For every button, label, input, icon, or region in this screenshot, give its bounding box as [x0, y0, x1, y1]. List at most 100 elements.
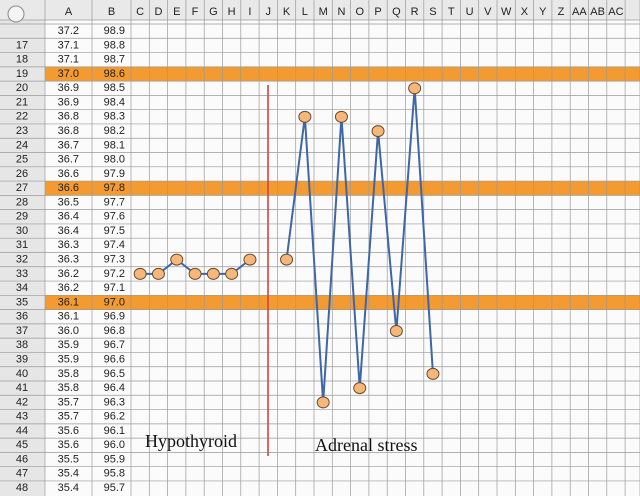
cell-b: 98.5: [104, 82, 125, 94]
cell-b: 97.5: [104, 225, 125, 237]
cell-b: 98.3: [104, 111, 125, 123]
data-point: [206, 267, 220, 280]
row-number: 31: [16, 239, 28, 251]
column-header: A: [65, 6, 73, 18]
column-header: K: [283, 6, 291, 18]
column-header: E: [173, 6, 180, 18]
cell-b: 96.3: [104, 396, 125, 408]
cell-a: 37.1: [58, 54, 79, 66]
cell-a: 36.6: [58, 168, 79, 180]
data-point: [371, 125, 385, 138]
cell-b: 95.8: [104, 468, 125, 480]
cell-b: 96.7: [104, 339, 125, 351]
cell-a: 36.9: [58, 96, 79, 108]
row-number: 24: [16, 139, 28, 151]
row-number: 22: [16, 111, 28, 123]
cell-a: 36.1: [58, 296, 79, 308]
cell-b: 96.0: [104, 439, 125, 451]
cell-a: 35.8: [58, 368, 79, 380]
row-number: 30: [16, 225, 28, 237]
cell-a: 35.6: [58, 439, 79, 451]
cell-a: 35.9: [58, 353, 79, 365]
row-number: 18: [16, 54, 28, 66]
cell-b: 97.3: [104, 254, 125, 266]
row-number: 46: [16, 453, 28, 465]
cell-b: 98.9: [104, 25, 125, 37]
column-header: B: [108, 6, 115, 18]
cell-a: 37.0: [58, 68, 79, 80]
data-point: [353, 382, 367, 395]
column-header: AA: [572, 6, 587, 18]
cell-a: 36.5: [58, 196, 79, 208]
cell-b: 98.7: [104, 54, 125, 66]
row-number: 36: [16, 311, 28, 323]
data-point: [408, 82, 422, 95]
cell-b: 97.0: [104, 296, 125, 308]
cell-b: 98.2: [104, 125, 125, 137]
cell-a: 36.4: [58, 211, 79, 223]
row-number: 21: [16, 96, 28, 108]
row-number: 43: [16, 411, 28, 423]
highlighted-row: [45, 181, 640, 196]
cell-b: 97.1: [104, 282, 125, 294]
column-header: L: [302, 6, 308, 18]
data-point: [225, 267, 239, 280]
annotation: Hypothyroid: [145, 431, 237, 451]
cell-a: 36.3: [58, 239, 79, 251]
cell-b: 96.4: [104, 382, 125, 394]
cell-b: 97.8: [104, 182, 125, 194]
column-header: Q: [392, 6, 401, 18]
column-header: F: [192, 6, 199, 18]
cell-a: 36.3: [58, 254, 79, 266]
column-header: C: [136, 6, 144, 18]
row-number: 40: [16, 368, 28, 380]
column-header: X: [521, 6, 529, 18]
cell-a: 36.7: [58, 154, 79, 166]
column-header: I: [248, 6, 251, 18]
row-number: 35: [16, 296, 28, 308]
column-header: D: [154, 6, 162, 18]
cell-a: 35.4: [58, 468, 79, 480]
column-header: AB: [590, 6, 605, 18]
column-header: Z: [558, 6, 565, 18]
highlighted-row: [45, 295, 640, 310]
row-number: 37: [16, 325, 28, 337]
row-number: 39: [16, 353, 28, 365]
cell-b: 98.8: [104, 39, 125, 51]
data-point: [170, 253, 184, 266]
data-point: [133, 267, 147, 280]
row-number: 17: [16, 39, 28, 51]
data-point: [280, 253, 294, 266]
cell-b: 98.4: [104, 96, 125, 108]
column-header: J: [266, 6, 272, 18]
cell-a: 35.5: [58, 453, 79, 465]
highlighted-row: [45, 66, 640, 82]
column-header-bar: [0, 0, 640, 20]
cell-b: 97.2: [104, 268, 125, 280]
column-header: W: [501, 6, 512, 18]
column-header: O: [355, 6, 364, 18]
cell-b: 97.4: [104, 239, 125, 251]
column-header: H: [228, 6, 236, 18]
cell-b: 97.7: [104, 196, 125, 208]
row-number: 26: [16, 168, 28, 180]
cell-b: 97.6: [104, 211, 125, 223]
cell-b: 97.9: [104, 168, 125, 180]
data-point: [151, 267, 165, 280]
column-header: S: [429, 6, 436, 18]
row-number: 33: [16, 268, 28, 280]
data-point: [243, 253, 257, 266]
data-point: [316, 396, 330, 409]
cell-a: 36.1: [58, 311, 79, 323]
cell-b: 96.1: [104, 425, 125, 437]
annotation: Adrenal stress: [315, 435, 417, 455]
row-number: 27: [16, 182, 28, 194]
row-number: 19: [16, 68, 28, 80]
row-number: 45: [16, 439, 28, 451]
cell-b: 96.8: [104, 325, 125, 337]
column-header: AC: [608, 6, 623, 18]
cell-b: 96.2: [104, 411, 125, 423]
cell-b: 95.9: [104, 453, 125, 465]
